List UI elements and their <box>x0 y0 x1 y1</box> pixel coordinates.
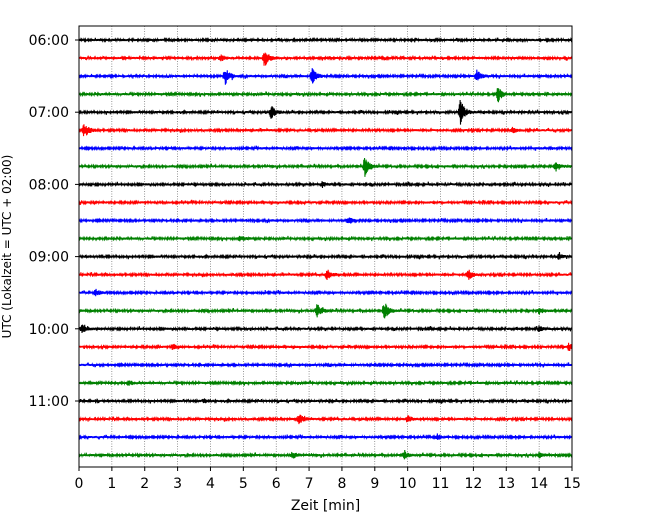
x-tick-label: 5 <box>239 476 248 492</box>
y-tick-label: 09:00 <box>29 250 69 266</box>
seismic-trace-0915 <box>78 269 573 281</box>
seismic-trace-0715 <box>78 124 573 137</box>
seismic-trace-0930 <box>78 288 573 297</box>
x-tick-label: 14 <box>530 476 548 492</box>
seismic-trace-0830 <box>78 217 573 224</box>
grid-layer <box>111 26 540 467</box>
x-axis-label: Zeit [min] <box>291 498 360 514</box>
y-tick-label: 10:00 <box>29 322 69 338</box>
x-tick-label: 12 <box>464 476 482 492</box>
y-axis: 06:00 07:00 08:00 09:00 10:00 11:00 <box>29 33 79 410</box>
seismic-trace-1130 <box>78 433 573 441</box>
x-tick-label: 6 <box>272 476 281 492</box>
seismic-trace-0615 <box>78 52 573 66</box>
seismic-trace-1015 <box>78 342 573 352</box>
seismic-trace-1115 <box>78 414 573 425</box>
x-tick-label: 7 <box>305 476 314 492</box>
seismic-trace-0845 <box>78 235 573 242</box>
seismic-trace-0630 <box>78 68 573 85</box>
x-tick-label: 4 <box>206 476 215 492</box>
plot-frame <box>78 25 573 468</box>
x-tick-label: 15 <box>563 476 581 492</box>
seismic-trace-1045 <box>78 379 573 387</box>
y-axis-label: UTC (Lokalzeit = UTC + 02:00) <box>0 155 14 339</box>
seismic-trace-0700 <box>78 99 573 125</box>
x-tick-label: 0 <box>75 476 84 492</box>
y-tick-label: 06:00 <box>29 33 69 49</box>
y-tick-label: 07:00 <box>29 105 69 121</box>
seismic-trace-0730 <box>78 145 573 152</box>
seismic-trace-1000 <box>78 324 573 334</box>
seismic-trace-0800 <box>78 181 573 188</box>
x-tick-label: 8 <box>337 476 346 492</box>
seismic-trace-0815 <box>78 199 573 206</box>
seismic-trace-0945 <box>78 303 573 319</box>
x-tick-label: 10 <box>399 476 417 492</box>
seismic-trace-1030 <box>78 361 573 369</box>
trace-layer <box>78 36 573 460</box>
x-tick-label: 1 <box>107 476 116 492</box>
x-axis: 0 1 2 3 4 5 6 7 8 9 10 11 12 13 14 15 <box>75 467 581 492</box>
seismic-trace-0900 <box>78 251 573 260</box>
y-tick-label: 08:00 <box>29 177 69 193</box>
x-tick-label: 9 <box>370 476 379 492</box>
y-tick-label: 11:00 <box>29 394 69 410</box>
seismic-trace-0600 <box>78 36 573 44</box>
seismic-trace-0745 <box>78 157 573 177</box>
x-tick-label: 13 <box>497 476 515 492</box>
x-tick-label: 3 <box>173 476 182 492</box>
x-tick-label: 2 <box>140 476 149 492</box>
seismic-trace-1145 <box>78 449 573 460</box>
x-tick-label: 11 <box>432 476 450 492</box>
seismic-trace-1100 <box>78 397 573 405</box>
seismic-trace-0645 <box>78 87 573 103</box>
